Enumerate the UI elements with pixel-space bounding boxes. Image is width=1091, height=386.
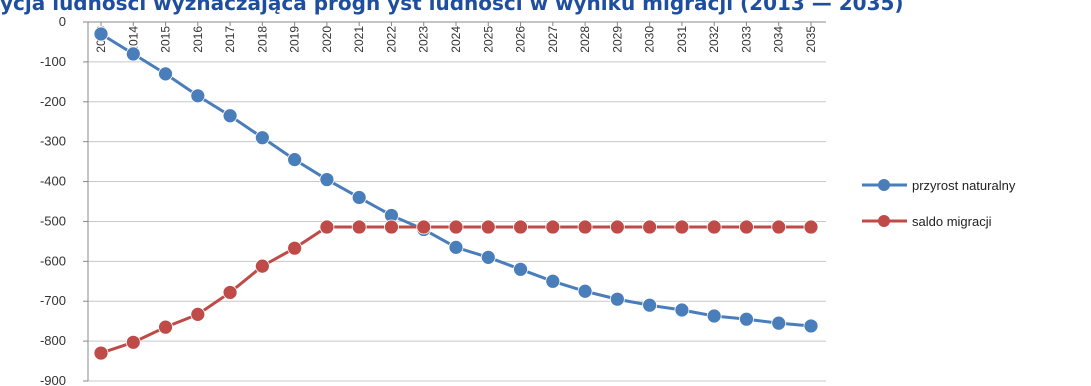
legend-label: przyrost naturalny xyxy=(912,178,1016,193)
x-tick-label: 2017 xyxy=(223,26,237,53)
y-tick-label: -900 xyxy=(40,373,66,386)
data-point xyxy=(319,219,335,235)
x-tick-label: 2022 xyxy=(384,26,398,53)
data-point xyxy=(254,130,270,146)
data-point xyxy=(448,219,464,235)
x-tick-label: 2016 xyxy=(191,26,205,53)
chart-title: ycja ludności wyznaczająca progn yst lud… xyxy=(0,0,904,15)
x-tick-label: 2015 xyxy=(159,26,173,53)
y-tick-label: -700 xyxy=(40,293,66,308)
x-tick-label: 2024 xyxy=(449,26,463,53)
data-point xyxy=(480,249,496,265)
y-tick-label: -100 xyxy=(40,54,66,69)
x-tick-label: 2033 xyxy=(739,26,753,53)
data-point xyxy=(190,306,206,322)
legend-item: saldo migracji xyxy=(862,214,992,229)
data-point xyxy=(222,285,238,300)
y-tick-label: -500 xyxy=(40,213,66,228)
data-point xyxy=(254,258,270,274)
data-point xyxy=(158,66,173,82)
x-tick-label: 2031 xyxy=(675,26,689,53)
data-point xyxy=(545,219,561,235)
x-tick-label: 2029 xyxy=(610,26,624,53)
data-point xyxy=(125,46,141,62)
data-point xyxy=(803,318,819,334)
x-tick-label: 2034 xyxy=(772,26,786,53)
x-tick-label: 2019 xyxy=(288,26,302,53)
x-tick-label: 2032 xyxy=(707,26,721,53)
legend-marker xyxy=(878,215,890,227)
x-tick-label: 2027 xyxy=(546,26,560,53)
data-point xyxy=(480,219,496,235)
data-point xyxy=(739,311,754,327)
x-tick-label: 2035 xyxy=(804,26,818,53)
legend: przyrost naturalny saldo migracji xyxy=(862,178,1016,229)
y-tick-label: -200 xyxy=(40,94,66,109)
series-line xyxy=(100,32,812,328)
y-tick-label: 0 xyxy=(59,14,66,29)
data-point xyxy=(222,108,238,124)
data-point xyxy=(545,273,561,289)
data-point xyxy=(158,319,173,335)
x-tick-label: 2026 xyxy=(514,26,528,53)
data-point xyxy=(351,219,367,235)
x-tick-label: 2014 xyxy=(126,26,140,53)
y-tick-label: -400 xyxy=(40,174,66,189)
data-point xyxy=(577,219,593,235)
data-point xyxy=(351,190,367,205)
data-point xyxy=(739,219,754,235)
data-point xyxy=(642,219,658,235)
data-point xyxy=(771,315,787,331)
data-point xyxy=(803,219,819,235)
x-tick-label: 2021 xyxy=(352,26,366,53)
y-tick-label: -300 xyxy=(40,134,66,149)
x-tick-label: 2028 xyxy=(578,26,592,53)
data-point xyxy=(319,172,335,187)
series-2 xyxy=(93,219,819,361)
data-point xyxy=(190,88,206,104)
y-tick-label: -800 xyxy=(40,333,66,348)
data-point xyxy=(609,291,625,307)
data-point xyxy=(642,297,658,313)
data-point xyxy=(513,219,528,235)
data-point xyxy=(577,283,593,299)
series-1 xyxy=(93,26,819,334)
data-point xyxy=(93,345,109,361)
data-point xyxy=(287,240,303,256)
legend-item: przyrost naturalny xyxy=(862,178,1016,193)
data-point xyxy=(609,219,625,235)
y-axis: 0 -100 -200 -300 -400 -500 -600 -700 -800 -900 xyxy=(40,14,89,386)
data-point xyxy=(674,219,690,235)
data-point xyxy=(448,239,464,255)
series-layer xyxy=(93,26,819,361)
x-tick-label: 2025 xyxy=(481,26,495,53)
legend-label: saldo migracji xyxy=(912,214,992,229)
data-point xyxy=(513,261,528,277)
data-point xyxy=(287,152,303,168)
data-point xyxy=(416,219,432,235)
data-point xyxy=(771,219,787,235)
x-tick-label: 2020 xyxy=(320,26,334,53)
x-tick-label: 2030 xyxy=(643,26,657,53)
data-point xyxy=(674,302,690,318)
data-point xyxy=(93,26,109,42)
x-tick-label: 2018 xyxy=(255,26,269,53)
y-tick-label: -600 xyxy=(40,253,66,268)
data-point xyxy=(384,219,399,235)
data-point xyxy=(706,308,722,324)
x-tick-label: 2023 xyxy=(417,26,431,53)
x-axis: 2013201420152016201720182019202020212022… xyxy=(88,21,826,53)
data-point xyxy=(706,219,722,235)
legend-marker xyxy=(878,179,890,191)
data-point xyxy=(125,334,141,350)
gridlines xyxy=(88,21,826,382)
